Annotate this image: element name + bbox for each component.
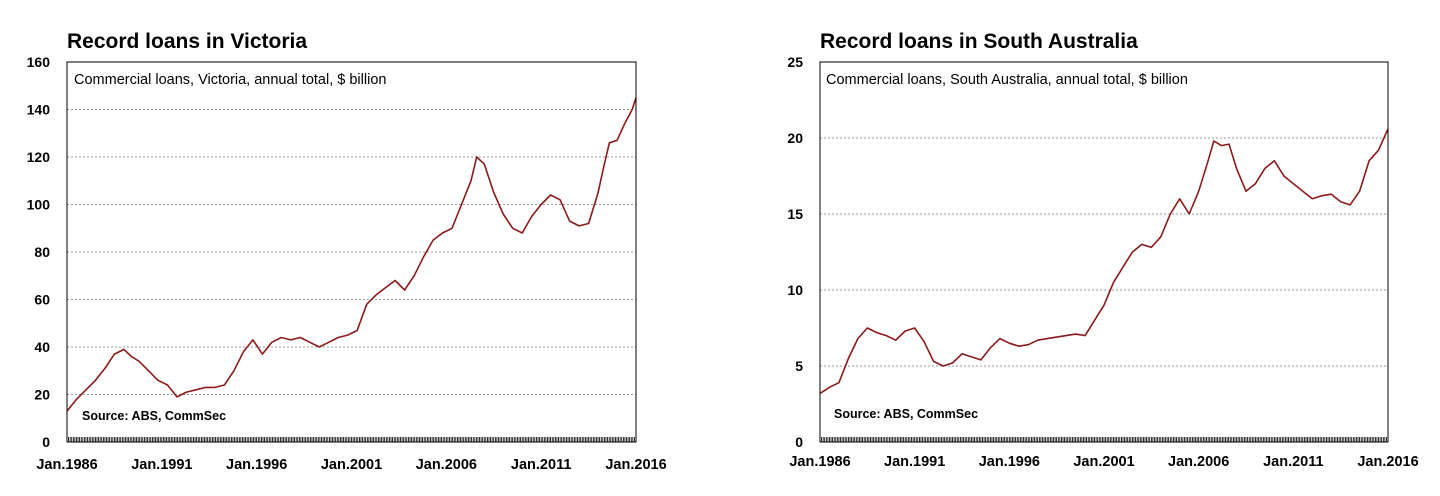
x-tick-label: Jan.1986 [789, 454, 850, 470]
plot-frame [66, 61, 637, 443]
y-tick-label: 20 [787, 130, 803, 146]
x-tick-label: Jan.2001 [1073, 454, 1134, 470]
y-tick-label: 0 [795, 434, 803, 450]
x-tick-label: Jan.1996 [226, 457, 287, 473]
chart-subtitle: Commercial loans, Victoria, annual total… [74, 72, 386, 88]
chart-panel-south-australia: Record loans in South Australia Commerci… [720, 0, 1440, 496]
y-tick-label: 25 [787, 54, 803, 70]
chart-title: Record loans in Victoria [67, 30, 307, 53]
x-tick-label: Jan.1991 [884, 454, 945, 470]
x-tick-label: Jan.2006 [416, 457, 477, 473]
chart-source: Source: ABS, CommSec [834, 407, 978, 421]
y-tick-label: 120 [27, 149, 51, 165]
plot-frame [819, 61, 1389, 443]
chart-source: Source: ABS, CommSec [82, 409, 226, 423]
series-line [819, 128, 1389, 395]
y-tick-label: 160 [27, 54, 51, 70]
chart-subtitle: Commercial loans, South Australia, annua… [826, 72, 1188, 88]
y-tick-label: 15 [787, 206, 803, 222]
y-tick-label: 0 [42, 434, 50, 450]
x-tick-label: Jan.2016 [1357, 454, 1418, 470]
x-tick-label: Jan.2011 [511, 457, 571, 473]
y-tick-label: 5 [795, 358, 803, 374]
y-tick-label: 40 [34, 339, 50, 355]
series-line [66, 97, 637, 412]
x-tick-label: Jan.2016 [605, 457, 666, 473]
x-tick-label: Jan.2006 [1168, 454, 1229, 470]
y-tick-label: 10 [787, 282, 803, 298]
y-tick-label: 20 [34, 387, 50, 403]
y-tick-label: 140 [27, 102, 51, 118]
chart-victoria: Record loans in Victoria Commercial loan… [27, 30, 667, 473]
x-tick-label: Jan.1986 [36, 457, 97, 473]
x-tick-label: Jan.2001 [321, 457, 382, 473]
y-tick-label: 60 [34, 292, 50, 308]
y-tick-label: 80 [34, 244, 50, 260]
y-tick-label: 100 [27, 197, 51, 213]
chart-south-australia: Record loans in South Australia Commerci… [787, 30, 1418, 470]
chart-title: Record loans in South Australia [820, 30, 1138, 53]
x-tick-label: Jan.1996 [979, 454, 1040, 470]
x-tick-label: Jan.1991 [131, 457, 192, 473]
x-tick-label: Jan.2011 [1263, 454, 1323, 470]
chart-panel-victoria: Record loans in Victoria Commercial loan… [27, 30, 667, 473]
